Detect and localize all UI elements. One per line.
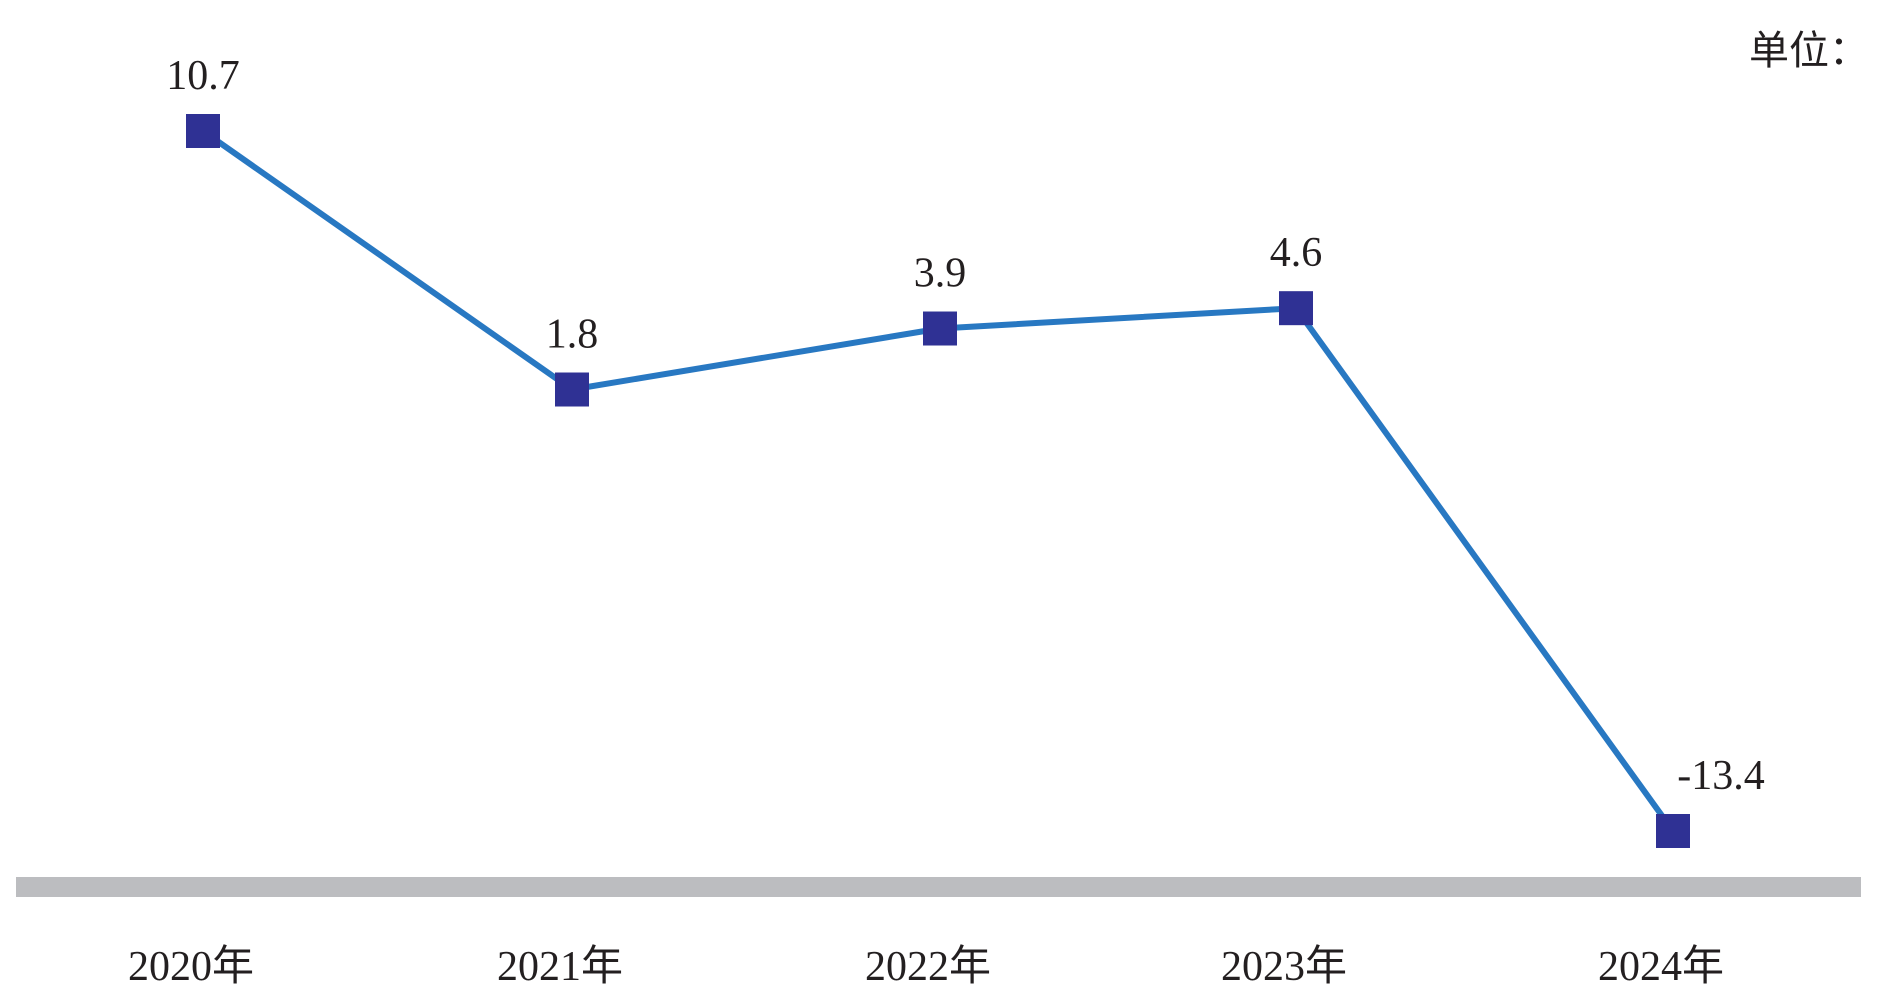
x-tick-label: 2024年 xyxy=(1598,943,1724,990)
data-point-marker xyxy=(1279,291,1313,326)
data-label: 4.6 xyxy=(1270,230,1323,276)
x-tick-label: 2022年 xyxy=(865,943,991,990)
data-point-marker xyxy=(1656,814,1690,848)
data-labels: 10.7 1.8 3.9 4.6 -13.4 xyxy=(166,53,1765,799)
data-label: 3.9 xyxy=(914,251,967,297)
data-label: 1.8 xyxy=(546,312,599,358)
x-axis-bar xyxy=(16,877,1861,897)
data-point-marker xyxy=(186,114,220,148)
x-tick-label: 2020年 xyxy=(128,943,254,990)
x-tick-label: 2023年 xyxy=(1221,943,1347,990)
data-point-marker xyxy=(555,372,589,407)
data-point-marker xyxy=(923,311,957,346)
x-tick-labels: 2020年 2021年 2022年 2023年 2024年 xyxy=(128,943,1724,990)
data-label: -13.4 xyxy=(1677,753,1765,799)
series-line xyxy=(201,128,1676,833)
x-tick-label: 2021年 xyxy=(497,943,623,990)
unit-label: 单位： xyxy=(1749,28,1869,74)
series-markers xyxy=(186,114,1690,848)
data-label: 10.7 xyxy=(166,53,240,99)
